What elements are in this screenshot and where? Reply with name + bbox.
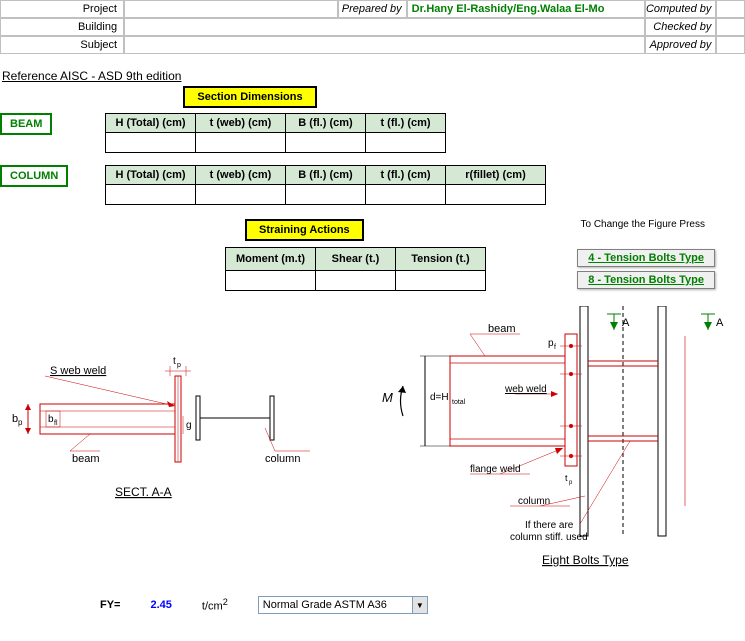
col-tweb-header: t (web) (cm) — [196, 166, 286, 185]
svg-text:p: p — [177, 362, 181, 369]
svg-text:beam: beam — [488, 323, 516, 335]
checked-by-label: Checked by — [645, 18, 717, 36]
four-bolts-button[interactable]: 4 - Tension Bolts Type — [577, 249, 715, 267]
straining-table: Moment (m.t) Shear (t.) Tension (t.) — [225, 247, 486, 291]
beam-bfl-input[interactable] — [286, 133, 366, 153]
beam-label: BEAM — [0, 113, 52, 135]
s-web-weld-label: S web weld — [50, 365, 106, 377]
subject-label: Subject — [0, 36, 124, 54]
reference-title: Reference AISC - ASD 9th edition — [2, 69, 745, 83]
column-label: COLUMN — [0, 165, 68, 187]
svg-text:A: A — [716, 317, 724, 329]
section-aa-diagram: b p b fl t p g S web weld — [10, 336, 320, 516]
building-label: Building — [0, 18, 124, 36]
straining-title: Straining Actions — [245, 219, 364, 241]
svg-text:t: t — [173, 356, 176, 367]
svg-text:If there are: If there are — [525, 520, 574, 531]
fy-value[interactable]: 2.45 — [150, 599, 171, 611]
beam-h-header: H (Total) (cm) — [106, 114, 196, 133]
svg-text:d=H: d=H — [430, 392, 449, 403]
tension-input[interactable] — [396, 271, 486, 291]
section-dimensions-title: Section Dimensions — [183, 86, 316, 108]
change-figure-text: To Change the Figure Press — [580, 219, 705, 241]
svg-text:p: p — [569, 480, 573, 486]
fy-label: FY= — [100, 599, 120, 611]
beam-tfl-input[interactable] — [366, 133, 446, 153]
project-label: Project — [0, 0, 124, 18]
col-tfl-header: t (fl.) (cm) — [366, 166, 446, 185]
tension-header: Tension (t.) — [396, 248, 486, 271]
column-label-left: column — [265, 453, 300, 465]
svg-text:M: M — [382, 390, 393, 405]
approved-by-label: Approved by — [645, 36, 717, 54]
beam-tweb-header: t (web) (cm) — [196, 114, 286, 133]
prepared-by-label: Prepared by — [338, 0, 407, 18]
connection-diagram: beam p f M d=H total web weld flange wel… — [370, 306, 730, 586]
eight-bolts-title: Eight Bolts Type — [542, 553, 629, 567]
chevron-down-icon: ▼ — [412, 597, 427, 613]
grade-select[interactable]: Normal Grade ASTM A36 ▼ — [258, 596, 428, 614]
svg-text:column stiff. used: column stiff. used — [510, 532, 588, 543]
col-rfillet-header: r(fillet) (cm) — [446, 166, 546, 185]
computed-by-label: Computed by — [645, 0, 717, 18]
svg-text:g: g — [186, 420, 192, 431]
fy-unit: t/cm2 — [202, 597, 228, 613]
beam-bfl-header: B (fl.) (cm) — [286, 114, 366, 133]
col-bfl-header: B (fl.) (cm) — [286, 166, 366, 185]
beam-tfl-header: t (fl.) (cm) — [366, 114, 446, 133]
beam-label-left: beam — [72, 453, 100, 465]
svg-text:flange weld: flange weld — [470, 464, 521, 475]
col-h-header: H (Total) (cm) — [106, 166, 196, 185]
svg-text:f: f — [554, 344, 556, 351]
shear-input[interactable] — [316, 271, 396, 291]
svg-text:web weld: web weld — [504, 384, 547, 395]
beam-h-input[interactable] — [106, 133, 196, 153]
col-bfl-input[interactable] — [286, 185, 366, 205]
moment-header: Moment (m.t) — [226, 248, 316, 271]
eight-bolts-button[interactable]: 8 - Tension Bolts Type — [577, 271, 715, 289]
col-tfl-input[interactable] — [366, 185, 446, 205]
moment-input[interactable] — [226, 271, 316, 291]
col-h-input[interactable] — [106, 185, 196, 205]
sect-aa-title: SECT. A-A — [115, 485, 172, 499]
svg-text:total: total — [452, 399, 466, 406]
shear-header: Shear (t.) — [316, 248, 396, 271]
column-table: H (Total) (cm) t (web) (cm) B (fl.) (cm)… — [105, 165, 546, 205]
svg-text:p: p — [18, 418, 23, 427]
beam-tweb-input[interactable] — [196, 133, 286, 153]
prepared-by-value: Dr.Hany El-Rashidy/Eng.Walaa El-Mo — [407, 0, 645, 18]
beam-table: H (Total) (cm) t (web) (cm) B (fl.) (cm)… — [105, 113, 446, 153]
svg-text:fl: fl — [54, 420, 58, 427]
svg-text:column: column — [518, 496, 550, 507]
svg-text:A: A — [622, 317, 630, 329]
col-rfillet-input[interactable] — [446, 185, 546, 205]
col-tweb-input[interactable] — [196, 185, 286, 205]
svg-text:t: t — [565, 473, 568, 483]
